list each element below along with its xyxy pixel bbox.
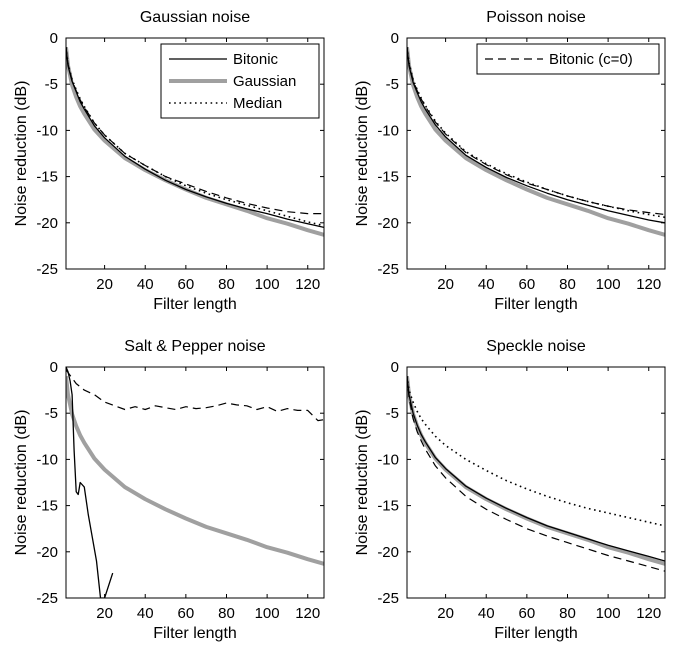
x-tick-label: 100 bbox=[255, 605, 280, 622]
x-tick-label: 100 bbox=[255, 276, 280, 293]
y-tick-label: -25 bbox=[36, 590, 58, 607]
axes-box bbox=[406, 366, 666, 599]
y-tick-label: -5 bbox=[45, 405, 58, 422]
x-tick-label: 60 bbox=[178, 276, 195, 293]
x-tick-label: 40 bbox=[137, 276, 154, 293]
x-tick-label: 40 bbox=[137, 605, 154, 622]
x-tick-label: 60 bbox=[178, 605, 195, 622]
x-tick-label: 80 bbox=[559, 276, 576, 293]
y-axis-label: Noise reduction (dB) bbox=[354, 410, 371, 556]
x-tick-label: 120 bbox=[636, 276, 661, 293]
legend-label: Gaussian bbox=[233, 73, 296, 90]
legend: Bitonic (c=0) bbox=[476, 43, 660, 75]
x-tick-label: 20 bbox=[96, 605, 113, 622]
series-line-solid-thick-gray bbox=[66, 46, 324, 237]
series-line-solid-thin bbox=[407, 47, 665, 224]
axes-box bbox=[406, 37, 666, 270]
x-tick-label: 100 bbox=[596, 276, 621, 293]
y-tick-label: -20 bbox=[377, 215, 399, 232]
series-line-solid-thin bbox=[66, 367, 114, 598]
chart-panel-4: 20 40 60 80 100 120 0 -5 -10 -15 -20 -25 Speckle noi… bbox=[354, 338, 666, 642]
x-tick-label: 120 bbox=[295, 276, 320, 293]
legend-label: Bitonic bbox=[233, 51, 279, 68]
x-axis-label: Filter length bbox=[494, 625, 578, 642]
x-tick-label: 20 bbox=[96, 276, 113, 293]
chart-title: Poisson noise bbox=[486, 9, 586, 26]
series-line-dashed bbox=[407, 376, 665, 572]
x-tick-label: 120 bbox=[295, 605, 320, 622]
x-tick-label: 60 bbox=[519, 276, 536, 293]
series-line-solid-thick-gray bbox=[407, 375, 665, 566]
x-tick-label: 80 bbox=[218, 276, 235, 293]
y-tick-label: -5 bbox=[386, 76, 399, 93]
legend-box bbox=[476, 43, 660, 75]
x-tick-label: 20 bbox=[437, 276, 454, 293]
y-tick-label: 0 bbox=[50, 30, 58, 47]
series-line-solid-thick-gray bbox=[66, 375, 324, 566]
y-tick-label: -10 bbox=[377, 451, 399, 468]
x-axis-label: Filter length bbox=[153, 625, 237, 642]
x-axis-label: Filter length bbox=[153, 296, 237, 313]
y-tick-label: 0 bbox=[50, 359, 58, 376]
x-axis-label: Filter length bbox=[494, 296, 578, 313]
chart-panel-3: 20 40 60 80 100 120 0 -5 -10 -15 -20 -25 Salt & Pepp… bbox=[13, 338, 325, 642]
y-tick-label: -5 bbox=[386, 405, 399, 422]
legend-label: Median bbox=[233, 95, 282, 112]
legend: Bitonic Gaussian Median bbox=[160, 43, 320, 119]
series-line-dashed bbox=[66, 369, 324, 422]
y-tick-label: -15 bbox=[36, 169, 58, 186]
x-tick-label: 80 bbox=[218, 605, 235, 622]
chart-title: Speckle noise bbox=[486, 338, 586, 355]
x-tick-label: 40 bbox=[478, 605, 495, 622]
axes-box bbox=[65, 366, 325, 599]
series-line-dotted bbox=[407, 376, 665, 527]
chart-title: Gaussian noise bbox=[140, 9, 250, 26]
series-line-solid-thin bbox=[407, 376, 665, 562]
y-axis-label: Noise reduction (dB) bbox=[354, 81, 371, 227]
y-tick-label: 0 bbox=[391, 359, 399, 376]
series-line-solid-thick-gray bbox=[407, 46, 665, 237]
y-tick-label: -20 bbox=[36, 544, 58, 561]
x-tick-label: 40 bbox=[478, 276, 495, 293]
y-tick-label: 0 bbox=[391, 30, 399, 47]
x-tick-label: 20 bbox=[437, 605, 454, 622]
x-tick-label: 120 bbox=[636, 605, 661, 622]
y-tick-label: -25 bbox=[377, 590, 399, 607]
y-tick-label: -15 bbox=[377, 169, 399, 186]
y-tick-label: -10 bbox=[36, 122, 58, 139]
y-tick-label: -15 bbox=[377, 498, 399, 515]
x-tick-label: 60 bbox=[519, 605, 536, 622]
chart-panel-1: 20 40 60 80 100 120 0 -5 -10 -15 -20 -25 Gaussian no… bbox=[13, 9, 325, 313]
x-tick-label: 100 bbox=[596, 605, 621, 622]
y-tick-label: -10 bbox=[377, 122, 399, 139]
chart-panel-2: 20 40 60 80 100 120 0 -5 -10 -15 -20 -25 Poisson noi… bbox=[354, 9, 666, 313]
x-tick-label: 80 bbox=[559, 605, 576, 622]
y-tick-label: -15 bbox=[36, 498, 58, 515]
y-tick-label: -25 bbox=[36, 261, 58, 278]
y-tick-label: -25 bbox=[377, 261, 399, 278]
y-tick-label: -5 bbox=[45, 76, 58, 93]
y-axis-label: Noise reduction (dB) bbox=[13, 81, 30, 227]
series-line-dashed bbox=[407, 47, 665, 216]
y-tick-label: -10 bbox=[36, 451, 58, 468]
y-axis-label: Noise reduction (dB) bbox=[13, 410, 30, 556]
chart-title: Salt & Pepper noise bbox=[124, 338, 266, 355]
y-tick-label: -20 bbox=[377, 544, 399, 561]
y-tick-label: -20 bbox=[36, 215, 58, 232]
axes-box bbox=[65, 37, 325, 270]
legend-label: Bitonic (c=0) bbox=[549, 51, 633, 68]
series-line-dashed bbox=[66, 47, 324, 215]
